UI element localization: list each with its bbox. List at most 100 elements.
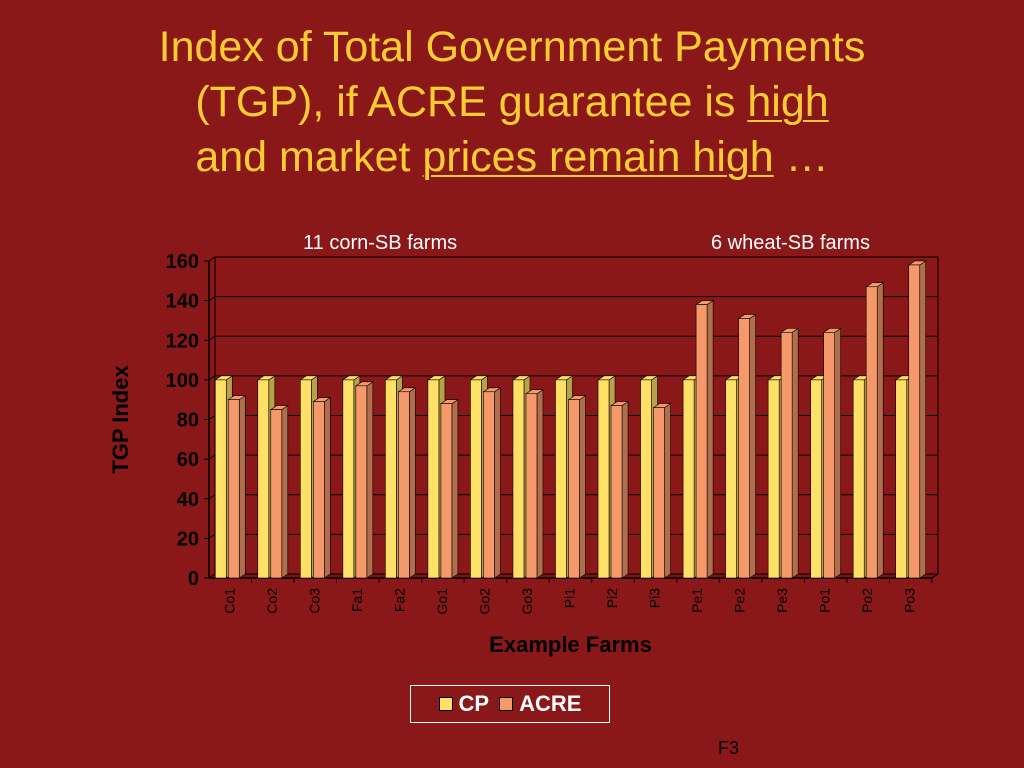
x-tick-label: Pi1: [562, 588, 578, 608]
y-tick-label: 60: [177, 449, 199, 471]
bar-acre-po1: [823, 332, 835, 579]
bar-acre-go3: [525, 393, 538, 579]
y-tick-label: 80: [177, 410, 199, 432]
bar-acre-pe1-side: [706, 300, 714, 579]
x-tick-label: Co1: [221, 588, 237, 614]
x-tick-label: Co2: [264, 588, 280, 614]
bar-acre-go1: [440, 403, 453, 579]
bar-acre-pi2-side: [621, 401, 629, 579]
bar-acre-po2-side: [876, 282, 884, 579]
bar-acre-co2: [270, 409, 283, 579]
x-tick-label: Pe1: [689, 588, 705, 613]
x-tick-label: Go2: [476, 588, 492, 615]
y-tick-label: 160: [166, 251, 199, 273]
slide-title: Index of Total Government Payments (TGP)…: [40, 20, 984, 185]
bar-acre-pi1: [568, 399, 580, 579]
x-tick-label: Go3: [519, 588, 535, 615]
x-tick-label: Po1: [817, 588, 833, 613]
bar-acre-pe3: [780, 332, 793, 579]
bar-cp-co2: [257, 379, 270, 579]
legend-item-acre: ACRE: [499, 691, 581, 717]
bar-cp-pe2: [725, 379, 737, 579]
bar-acre-pe2: [738, 318, 750, 579]
corn-group-label: 11 corn-SB farms: [303, 232, 458, 254]
title-emphasis-high: high: [747, 78, 829, 126]
bar-acre-fa2: [398, 391, 410, 579]
gridline-depth: [208, 494, 216, 500]
gridline-depth: [208, 375, 216, 381]
gridline-depth: [208, 533, 216, 539]
y-tick-label: 120: [166, 330, 199, 352]
legend-label-acre: ACRE: [519, 691, 582, 716]
legend-swatch-cp: [438, 697, 453, 711]
x-tick-label: Pi2: [604, 588, 620, 608]
x-tick-label: Pe3: [774, 588, 790, 613]
gridline-depth: [208, 454, 216, 460]
x-axis-title: Example Farms: [489, 632, 652, 657]
bar-acre-co3-side: [324, 397, 331, 579]
bar-acre-go2: [483, 391, 495, 579]
bar-cp-go1: [427, 379, 440, 579]
bar-acre-fa2-side: [409, 387, 416, 579]
bar-acre-pe3-side: [791, 327, 799, 579]
title-emphasis-prices: prices remain high: [422, 133, 774, 181]
x-tick-label: Po3: [902, 588, 918, 613]
bar-acre-co1-side: [238, 395, 246, 579]
bar-acre-pi1-side: [579, 395, 586, 579]
bar-acre-co3: [313, 401, 325, 579]
y-tick-label: 140: [166, 291, 199, 313]
legend-item-cp: CP: [438, 691, 490, 717]
x-tick-label: Po2: [859, 588, 875, 613]
bar-cp-co1: [214, 379, 227, 579]
title-line-1: Index of Total Government Payments: [158, 23, 866, 71]
bar-cp-fa1: [342, 379, 355, 579]
bar-acre-pi3-side: [664, 403, 671, 579]
bar-acre-pe1: [695, 304, 708, 579]
bar-acre-po2: [865, 286, 878, 579]
bar-acre-fa1-side: [366, 381, 374, 579]
bar-acre-po1-side: [834, 327, 841, 579]
bar-acre-pi2: [610, 405, 623, 579]
bar-cp-po3: [895, 379, 908, 579]
bar-cp-pe1: [682, 379, 695, 579]
gridline-depth: [208, 256, 216, 262]
x-tick-label: Pi3: [647, 588, 663, 608]
bar-cp-go3: [512, 379, 525, 579]
bar-acre-go1-side: [451, 399, 459, 579]
gridline-depth: [208, 296, 216, 302]
bar-cp-po2: [852, 379, 865, 579]
bar-acre-go2-side: [494, 387, 501, 579]
slide-footer-tag: F3: [718, 738, 740, 758]
wheat-group-label: 6 wheat-SB farms: [711, 232, 870, 254]
y-tick-label: 0: [188, 568, 199, 590]
gridline-depth: [208, 335, 216, 341]
chart-legend: CP ACRE: [410, 685, 610, 723]
bar-cp-pi2: [597, 379, 610, 579]
x-tick-label: Pe2: [732, 588, 748, 613]
x-tick-label: Fa2: [391, 588, 407, 612]
bar-cp-po1: [810, 379, 822, 579]
bar-cp-pe3: [767, 379, 780, 579]
legend-label-cp: CP: [458, 691, 490, 716]
bar-cp-fa2: [385, 379, 397, 579]
y-axis-title: TGP Index: [108, 365, 133, 474]
bar-acre-po3-side: [919, 260, 927, 579]
x-tick-label: Go1: [434, 588, 450, 615]
title-line-2: (TGP), if ACRE guarantee is: [195, 78, 748, 126]
bar-acre-co2-side: [281, 405, 289, 579]
bar-acre-pe2-side: [749, 313, 756, 579]
y-tick-label: 20: [177, 528, 199, 550]
bar-acre-go3-side: [536, 389, 544, 579]
bar-acre-pi3: [653, 407, 665, 579]
bar-cp-pi1: [555, 379, 567, 579]
bar-cp-co3: [300, 379, 312, 579]
gridline-depth: [208, 415, 216, 420]
y-tick-label: 100: [166, 370, 199, 392]
x-tick-label: Co3: [306, 588, 322, 614]
bar-cp-go2: [470, 379, 482, 579]
y-tick-label: 40: [177, 489, 199, 511]
title-line-3: and market: [195, 133, 423, 181]
bar-acre-fa1: [355, 385, 368, 579]
bar-acre-po3: [908, 264, 921, 579]
